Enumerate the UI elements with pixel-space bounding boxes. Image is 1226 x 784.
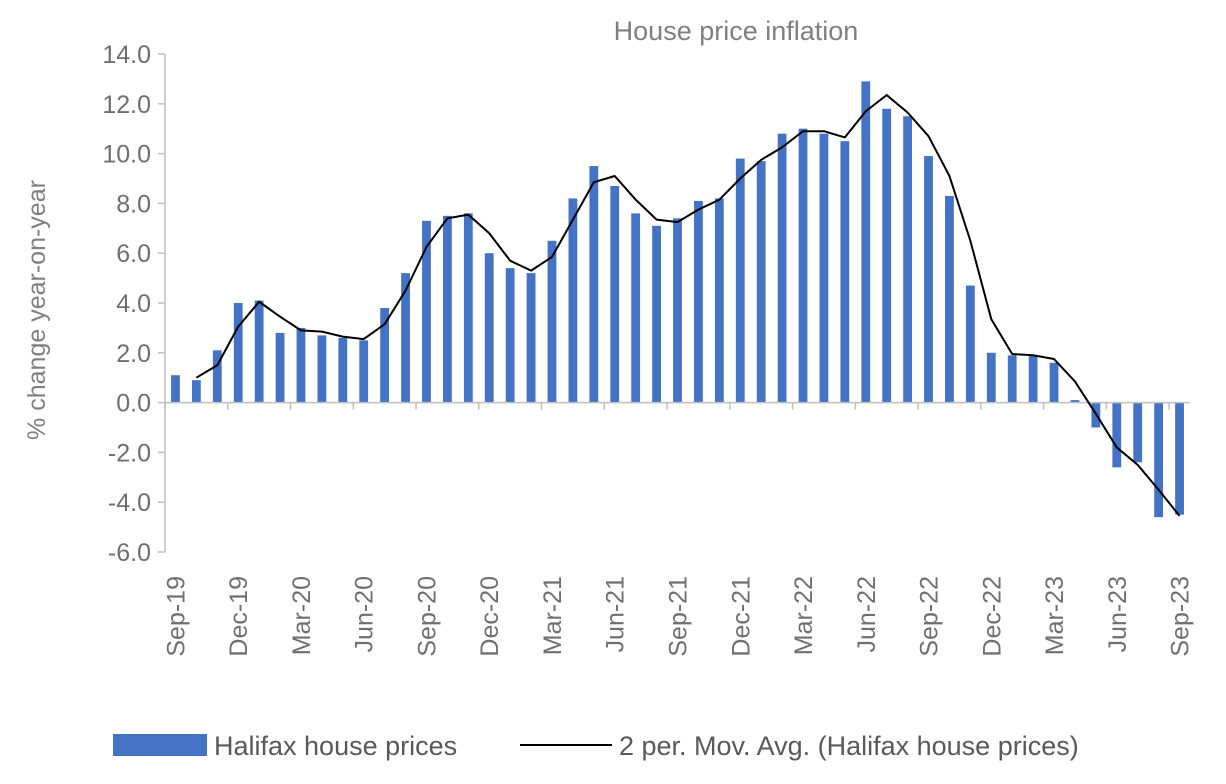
bar-Oct-19 (191, 380, 201, 403)
legend-label-line: 2 per. Mov. Avg. (Halifax house prices) (619, 731, 1079, 761)
bar-Dec-22 (986, 352, 996, 403)
x-tick-label: Dec-20 (476, 576, 504, 657)
bar-Dec-19 (233, 303, 243, 403)
bar-Feb-23 (1028, 355, 1038, 403)
bar-Sep-20 (422, 220, 431, 403)
bar-Feb-20 (275, 332, 285, 403)
y-tick-label: 10.0 (102, 141, 151, 169)
y-tick-label: 0.0 (116, 390, 151, 418)
x-tick-label: Dec-19 (225, 576, 253, 657)
bar-Jun-22 (861, 81, 871, 403)
bar-Jun-23 (1112, 402, 1122, 468)
bar-May-21 (589, 166, 599, 403)
y-tick-label: -6.0 (108, 539, 151, 567)
bar-Jul-21 (631, 213, 641, 403)
moving-average-line (195, 94, 1181, 517)
bar-Jul-20 (380, 307, 390, 403)
bar-May-20 (338, 337, 348, 403)
x-tick-label: Sep-20 (413, 576, 441, 657)
bar-Aug-20 (401, 273, 410, 403)
y-tick-label: 12.0 (102, 91, 151, 119)
bar-Dec-21 (735, 158, 745, 403)
moving-average-series (195, 94, 1181, 517)
bar-Nov-19 (212, 350, 222, 403)
bar-Aug-23 (1154, 402, 1164, 518)
bar-May-22 (840, 141, 850, 403)
bar-Jul-23 (1133, 402, 1143, 463)
bar-Apr-20 (317, 335, 327, 403)
x-tick-label: Sep-22 (916, 576, 944, 657)
bar-Nov-21 (714, 198, 724, 403)
y-axis-label: % change year-on-year (23, 180, 51, 440)
x-tick-label: Mar-23 (1041, 576, 1069, 655)
x-tick-label: Jun-23 (1104, 576, 1132, 652)
bar-Jun-20 (359, 340, 369, 403)
axes (158, 53, 1190, 553)
bar-Feb-22 (777, 133, 787, 403)
bar-Sep-22 (924, 156, 933, 403)
y-tick-label: 2.0 (116, 340, 151, 368)
bar-Jan-21 (505, 268, 515, 403)
bar-Feb-21 (526, 273, 536, 403)
y-tick-label: -4.0 (108, 489, 151, 517)
bar-Jan-20 (254, 300, 264, 403)
bar-series (171, 81, 1184, 518)
x-tick-label: Dec-22 (978, 576, 1006, 657)
bar-Sep-23 (1175, 402, 1184, 515)
legend: Halifax house prices 2 per. Mov. Avg. (H… (113, 731, 1079, 761)
bar-Sep-19 (171, 375, 180, 403)
x-tick-label: Jun-20 (351, 576, 379, 652)
bar-Mar-20 (296, 327, 306, 403)
legend-label-bar: Halifax house prices (214, 731, 457, 761)
x-tick-label: Jun-22 (853, 576, 881, 652)
bar-Mar-22 (798, 128, 808, 403)
bar-Sep-21 (673, 218, 682, 403)
x-tick-label: Mar-21 (539, 576, 567, 655)
legend-swatch-bar (113, 734, 207, 756)
bar-Jun-21 (610, 185, 620, 403)
bar-Oct-21 (694, 200, 703, 403)
bar-Jul-22 (882, 108, 892, 403)
x-tick-label: Mar-22 (790, 576, 818, 655)
bar-Aug-22 (903, 116, 912, 403)
x-tick-labels: Sep-19 Dec-19 Mar-20 Jun-20 Sep-20 Dec-20 Mar-… (162, 576, 1194, 657)
bar-Apr-22 (819, 133, 829, 403)
bar-Jan-23 (1007, 355, 1017, 403)
bar-Aug-21 (652, 225, 661, 403)
y-tick-label: 4.0 (116, 290, 151, 318)
y-tick-label: -2.0 (108, 439, 151, 467)
bar-Oct-22 (945, 195, 954, 403)
y-tick-labels: 14.0 12.0 10.0 8.0 6.0 4.0 2.0 0.0 -2.0 -4.0 -6.0 (102, 41, 151, 567)
x-tick-label: Sep-21 (665, 576, 693, 657)
x-tick-label: Sep-23 (1167, 576, 1195, 657)
x-tick-label: Mar-20 (288, 576, 316, 655)
bar-Apr-23 (1070, 400, 1080, 403)
bar-Oct-20 (443, 215, 452, 403)
bar-Apr-21 (568, 198, 578, 403)
bar-Dec-20 (484, 253, 494, 403)
x-tick-label: Jun-21 (602, 576, 630, 652)
y-tick-label: 14.0 (102, 41, 151, 69)
x-tick-label: Sep-19 (162, 576, 190, 657)
x-tick-label: Dec-21 (727, 576, 755, 657)
y-tick-label: 6.0 (116, 240, 151, 268)
bar-Mar-23 (1049, 362, 1059, 403)
bar-Mar-21 (547, 240, 557, 403)
bar-Nov-20 (463, 213, 473, 403)
y-tick-label: 8.0 (116, 190, 151, 218)
chart-title: House price inflation (614, 16, 859, 46)
bar-Jan-22 (756, 161, 766, 403)
bar-Nov-22 (965, 285, 975, 403)
